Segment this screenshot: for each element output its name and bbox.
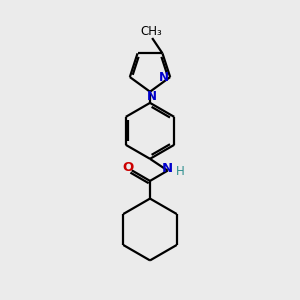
Text: CH₃: CH₃ [141,25,162,38]
Text: N: N [147,90,158,103]
Text: N: N [159,70,169,84]
Text: N: N [162,162,173,175]
Text: O: O [123,161,134,175]
Text: H: H [176,165,184,178]
